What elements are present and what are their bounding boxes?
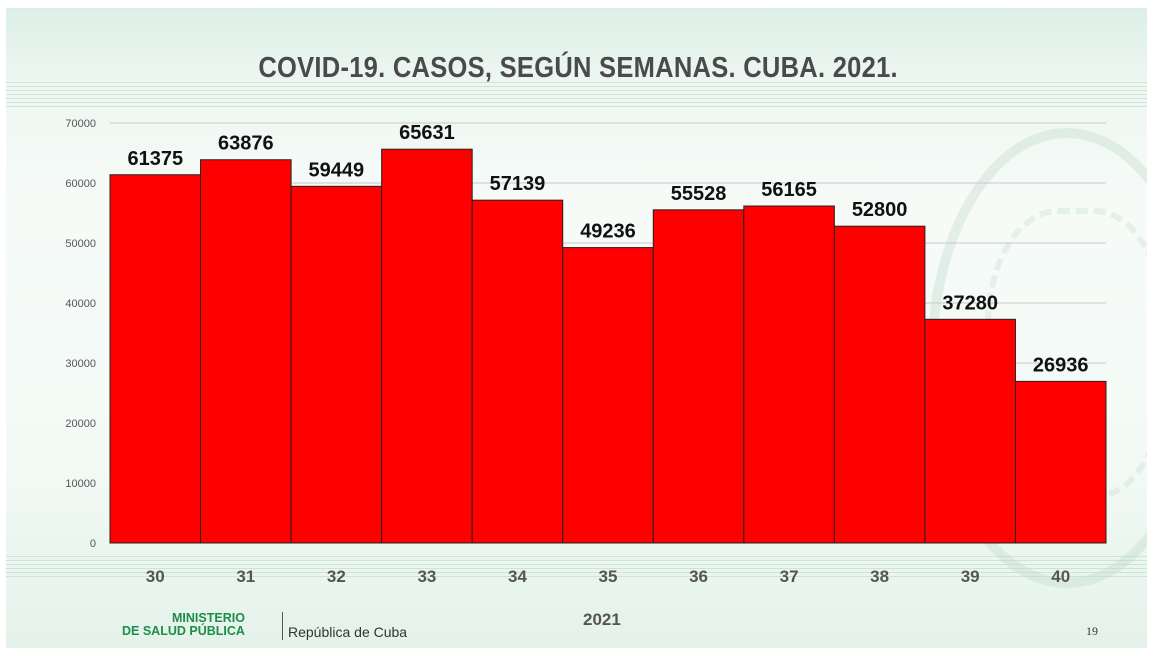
ministry-line2: DE SALUD PÚBLICA [122,624,245,638]
bar [381,148,473,544]
data-label: 49236 [580,221,636,243]
x-tick-label: 39 [961,567,980,586]
bar [833,225,926,544]
y-tick-label: 40000 [65,298,96,310]
data-label: 37280 [942,292,998,314]
bar [471,199,564,544]
x-tick-label: 40 [1051,567,1070,586]
chart-title: COVID-19. CASOS, SEGÚN SEMANAS. CUBA. 20… [258,52,898,84]
x-tick-label: 33 [417,567,436,586]
decorative-stripes-bottom [6,556,1147,578]
data-label: 52800 [852,199,908,221]
x-tick-label: 35 [599,567,618,586]
data-label: 57139 [490,173,546,195]
y-tick-label: 0 [90,538,96,550]
x-tick-label: 34 [508,567,527,586]
bar [562,247,654,544]
data-label: 63876 [218,133,274,155]
data-label: 56165 [761,179,817,201]
y-tick-label: 10000 [65,478,96,490]
decorative-stripes-top [6,82,1147,108]
page-number: 19 [1086,624,1098,638]
ministry-logo: MINISTERIO DE SALUD PÚBLICA [122,612,245,638]
x-tick-label: 32 [327,567,346,586]
data-label: 61375 [127,148,183,170]
y-tick-label: 30000 [65,358,96,370]
bar [652,209,745,544]
data-label: 55528 [671,183,727,205]
x-tick-label: 36 [689,567,708,586]
bar [290,185,383,544]
x-tick-label: 31 [236,567,255,586]
y-tick-label: 70000 [65,118,96,130]
x-tick-label: 38 [870,567,889,586]
y-tick-label: 60000 [65,178,96,190]
bar [743,205,835,544]
footer-divider [282,612,283,640]
data-label: 65631 [399,122,455,144]
bar [200,159,292,544]
bar [1014,380,1107,544]
x-tick-label: 30 [146,567,165,586]
x-axis-label: 2021 [583,610,621,629]
y-tick-label: 50000 [65,238,96,250]
data-label: 26936 [1033,354,1089,376]
bar [924,318,1016,544]
republic-label: República de Cuba [288,624,408,640]
data-label: 59449 [309,159,365,181]
y-tick-label: 20000 [65,418,96,430]
ministry-line1: MINISTERIO [172,611,245,625]
bar [109,174,202,544]
x-tick-label: 37 [780,567,799,586]
